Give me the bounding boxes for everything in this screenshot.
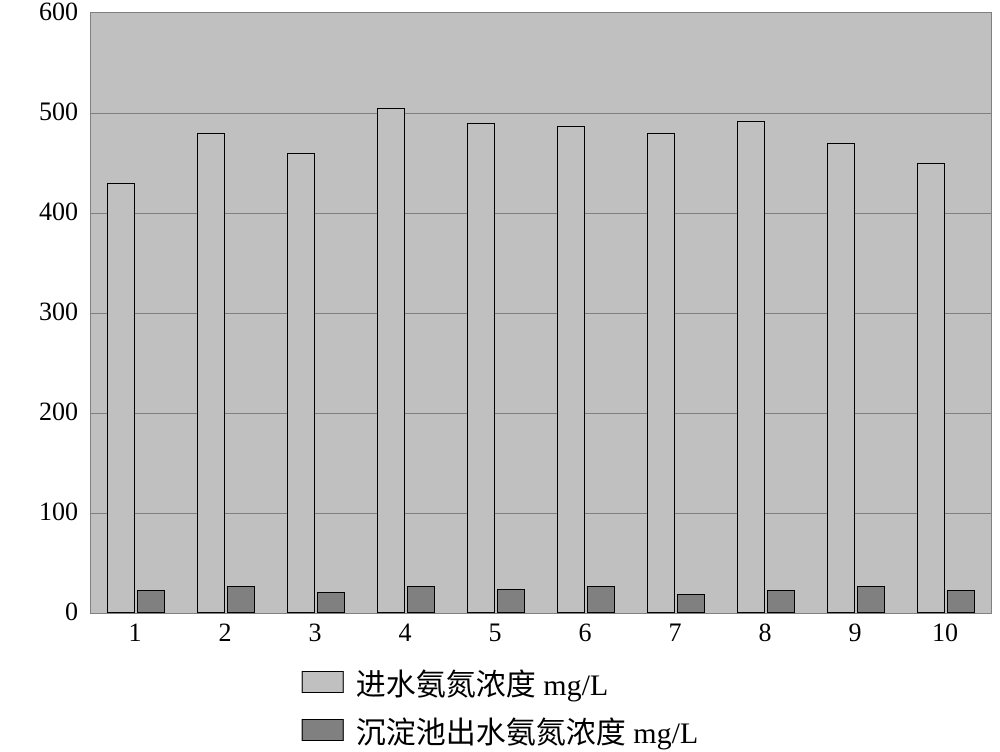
gridline xyxy=(91,513,991,514)
bar-series2 xyxy=(227,586,255,613)
x-tick-label: 4 xyxy=(399,618,412,648)
y-tick-label: 500 xyxy=(0,97,78,127)
bar-series2 xyxy=(497,589,525,613)
bar-series1 xyxy=(197,133,225,613)
x-tick-label: 3 xyxy=(309,618,322,648)
legend-label: 进水氨氮浓度 mg/L xyxy=(356,660,609,704)
x-tick-label: 10 xyxy=(932,618,958,648)
bar-series2 xyxy=(407,586,435,613)
bar-series2 xyxy=(767,590,795,613)
bar-series2 xyxy=(587,586,615,613)
y-tick-label: 200 xyxy=(0,397,78,427)
bar-series1 xyxy=(467,123,495,613)
x-tick-label: 2 xyxy=(219,618,232,648)
x-tick-label: 9 xyxy=(849,618,862,648)
bar-series2 xyxy=(857,586,885,613)
bar-series1 xyxy=(827,143,855,613)
y-tick-label: 0 xyxy=(0,597,78,627)
x-tick-label: 7 xyxy=(669,618,682,648)
bar-series2 xyxy=(317,592,345,613)
bar-series2 xyxy=(677,594,705,613)
legend-row: 沉淀池出水氨氮浓度 mg/L xyxy=(302,708,699,752)
bar-series1 xyxy=(647,133,675,613)
legend-label: 沉淀池出水氨氮浓度 mg/L xyxy=(356,708,699,752)
y-tick-label: 400 xyxy=(0,197,78,227)
x-tick-label: 5 xyxy=(489,618,502,648)
legend-swatch xyxy=(302,719,344,741)
gridline xyxy=(91,213,991,214)
bar-series1 xyxy=(737,121,765,613)
bar-series1 xyxy=(917,163,945,613)
bar-series1 xyxy=(557,126,585,613)
bar-series1 xyxy=(377,108,405,613)
plot-area xyxy=(90,12,992,614)
legend-swatch xyxy=(302,671,344,693)
bar-series1 xyxy=(107,183,135,613)
legend-row: 进水氨氮浓度 mg/L xyxy=(302,660,699,704)
x-tick-label: 8 xyxy=(759,618,772,648)
chart-container: 0 100 200 300 400 500 600 1 2 3 4 5 6 7 8 9 10 进水氨氮浓度 m… xyxy=(0,0,1000,749)
y-tick-label: 100 xyxy=(0,497,78,527)
gridline xyxy=(91,113,991,114)
gridline xyxy=(91,313,991,314)
legend: 进水氨氮浓度 mg/L沉淀池出水氨氮浓度 mg/L xyxy=(302,660,699,752)
y-tick-label: 300 xyxy=(0,297,78,327)
bar-series2 xyxy=(137,590,165,613)
y-tick-label: 600 xyxy=(0,0,78,27)
bar-series2 xyxy=(947,590,975,613)
x-tick-label: 1 xyxy=(129,618,142,648)
x-tick-label: 6 xyxy=(579,618,592,648)
gridline xyxy=(91,413,991,414)
bar-series1 xyxy=(287,153,315,613)
